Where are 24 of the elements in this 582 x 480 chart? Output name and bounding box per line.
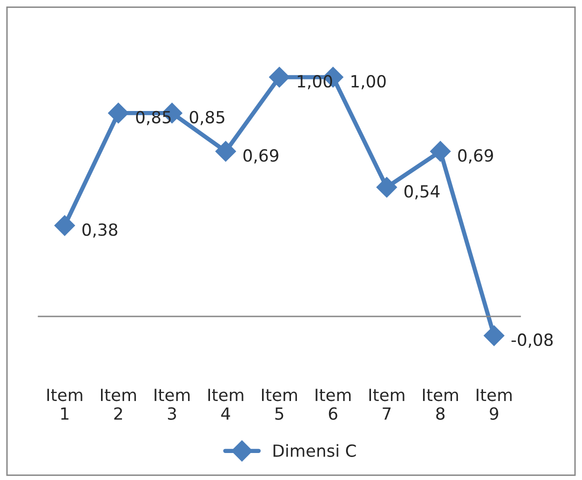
- x-tick-label: Item 2: [101, 388, 136, 420]
- point: [54, 215, 76, 236]
- x-tick-label: Item 9: [476, 388, 512, 420]
- point: [376, 176, 398, 198]
- data-label: 0,69: [243, 149, 278, 164]
- point: [430, 141, 451, 162]
- data-label: 1,00: [352, 74, 386, 90]
- data-label: 0,85: [190, 110, 224, 126]
- data-label: -0,08: [512, 333, 553, 348]
- x-tick-label: Item 5: [262, 388, 297, 420]
- point: [269, 66, 290, 88]
- point: [108, 102, 129, 124]
- x-tick-label: Item 7: [369, 388, 404, 420]
- x-tick-label: Item 6: [316, 388, 351, 420]
- x-tick-label: Item 3: [154, 388, 190, 420]
- data-label: 0,69: [458, 149, 493, 164]
- legend-label: Dimensi C: [274, 444, 356, 457]
- x-tick-label: Item 1: [47, 388, 82, 420]
- point: [215, 141, 236, 162]
- data-label: 0,54: [404, 185, 440, 200]
- x-tick-label: Item 8: [423, 388, 458, 420]
- x-tick-label: Item 4: [208, 388, 244, 420]
- point: [484, 325, 504, 346]
- data-label: 0,38: [82, 223, 118, 238]
